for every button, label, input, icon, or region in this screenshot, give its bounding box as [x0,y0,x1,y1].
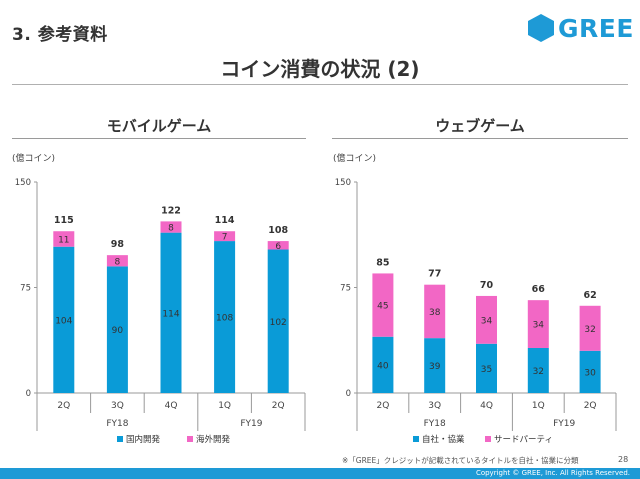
title-divider [12,84,628,85]
chart-title-web: ウェブゲーム [435,117,525,135]
x-tick-label: 2Q [584,401,597,411]
legend-swatch [187,436,193,442]
x-tick-label: 2Q [376,401,389,411]
data-label: 45 [377,302,388,312]
bar-segment [372,273,394,337]
page-number: 28 [618,455,629,464]
data-label: 32 [533,367,544,377]
bar-segment [106,255,128,267]
bar-segment [527,347,549,393]
total-label: 108 [268,225,288,236]
data-label: 40 [377,361,389,371]
chart-mobile-games: 0 75 150 104 11 115 2Q 90 8 98 3Q 114 8 122 4Q 108 7 114 1… [15,178,306,445]
bar-segment [214,231,236,242]
unit-label-web: (億コイン) [333,154,377,164]
total-label: 114 [215,215,235,226]
bar-segment [579,305,601,351]
bar-segment [476,343,497,393]
unit-label-mobile: (億コイン) [12,154,56,164]
legend-label: サードパーティ [494,435,553,445]
x-group-label: FY18 [106,419,128,429]
x-tick-label: 3Q [428,401,441,411]
x-tick-label: 4Q [165,401,178,411]
total-label: 62 [583,290,596,301]
legend-label: 海外開発 [196,434,231,445]
data-label: 8 [168,224,174,234]
data-label: 6 [275,242,281,252]
total-label: 98 [111,239,125,250]
x-tick-label: 2Q [272,401,285,411]
x-tick-label: 1Q [218,401,231,411]
data-label: 11 [58,235,69,245]
bar-segment [579,350,601,393]
bar-segment [267,249,289,393]
total-label: 115 [54,215,74,226]
chart-title-mobile: モバイルゲーム [106,117,212,135]
hexagon-logo-icon [528,14,554,42]
data-label: 7 [222,233,228,243]
data-label: 104 [55,316,72,326]
data-label: 102 [270,318,287,328]
bar-segment [160,221,182,233]
y-tick-label: 150 [15,178,31,188]
data-label: 114 [162,309,179,319]
bar-segment [424,284,446,339]
total-label: 70 [480,280,494,291]
chart-divider-mobile [12,138,306,139]
total-label: 85 [376,257,389,268]
copyright: Copyright © GREE, Inc. All Rights Reserv… [475,469,630,477]
x-tick-label: 2Q [57,401,70,411]
x-group-label: FY19 [553,419,575,429]
data-label: 108 [216,314,233,324]
logo-text: GREE [558,14,634,43]
y-tick-label: 75 [20,284,31,294]
gree-logo: GREE [528,13,633,43]
bar-segment [53,231,75,247]
data-label: 32 [584,325,595,335]
bar-segment [424,338,446,393]
y-tick-label: 150 [335,178,351,188]
x-tick-label: 1Q [532,401,545,411]
data-label: 34 [481,316,493,326]
y-tick-label: 75 [340,284,351,294]
x-group-label: FY18 [424,419,446,429]
data-label: 38 [429,308,441,318]
bar-segment [106,266,128,393]
data-label: 30 [584,368,596,378]
total-label: 77 [428,269,441,280]
data-label: 34 [533,321,545,331]
data-label: 90 [112,326,124,336]
bar-segment [53,246,75,393]
data-label: 39 [429,362,441,372]
legend-swatch [485,436,491,442]
legend-swatch [117,436,123,442]
bar-segment [214,241,236,393]
legend-label: 自社・協業 [422,434,465,445]
bar-segment [527,300,549,348]
y-tick-label: 0 [26,389,31,399]
bar-segment [372,336,394,393]
x-group-label: FY19 [240,419,262,429]
legend-label: 国内開発 [126,434,161,445]
section-title: 3. 参考資料 [12,25,108,45]
bar-segment [267,241,289,250]
chart-web-games: 0 75 150 40 45 85 2Q 39 38 77 3Q 35 34 70 4Q 32 34 66 1Q 30… [335,178,617,445]
y-tick-label: 0 [346,389,351,399]
bar-segment [476,295,497,344]
slide-title: コイン消費の状況 (2) [220,57,420,81]
x-tick-label: 3Q [111,401,124,411]
total-label: 66 [532,284,546,295]
legend-swatch [413,436,419,442]
total-label: 122 [161,205,181,216]
bar-segment [160,232,182,393]
data-label: 8 [115,257,121,267]
x-tick-label: 4Q [480,401,493,411]
data-label: 35 [481,365,492,375]
chart-divider-web [332,138,628,139]
footnote: ※「GREE」クレジットが記載されているタイトルを自社・協業に分類 [342,456,579,465]
footer-bar [0,468,640,479]
